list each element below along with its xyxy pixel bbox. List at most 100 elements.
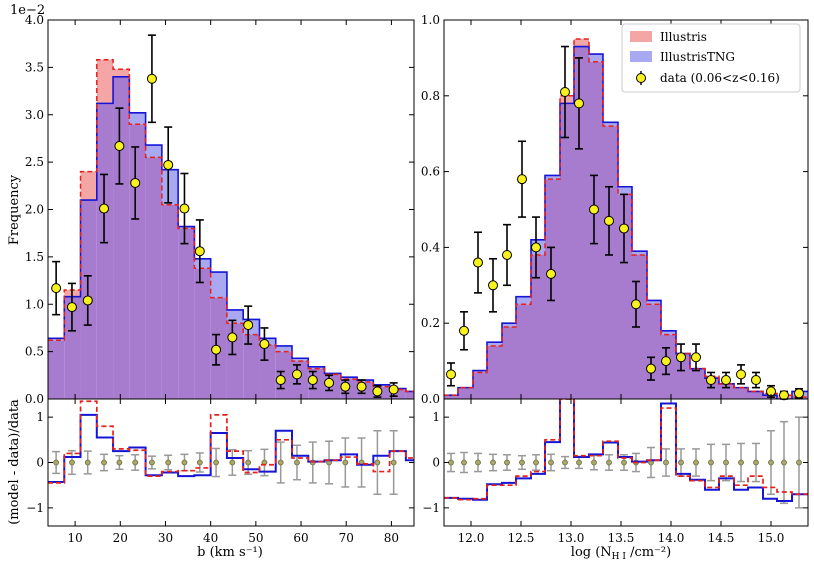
data-point (66, 302, 77, 313)
data-point (646, 363, 656, 374)
resid-group (444, 399, 808, 509)
bar-tng (487, 342, 502, 346)
x-tick-label: 15.0 (758, 531, 785, 545)
data-point (51, 283, 62, 294)
data-point (546, 268, 556, 279)
resid-line-illustris (444, 399, 808, 501)
resid-point (490, 459, 496, 466)
resid-point (213, 459, 219, 466)
bar-overlap (145, 157, 162, 399)
data-point (560, 87, 570, 98)
y-axis-label-residual: (model - data)/data (7, 399, 22, 525)
bar-tng (161, 169, 179, 205)
resid-point (723, 459, 729, 466)
data-point (779, 390, 789, 401)
resid-line-tng (48, 413, 414, 484)
y-tick-label: 0.5 (25, 345, 44, 359)
resid-point (448, 459, 454, 466)
data-point (502, 249, 512, 260)
bar-tng (292, 358, 309, 362)
resid-line-illustris (48, 400, 414, 484)
resid-point (708, 459, 714, 466)
x-tick-label: 14.5 (708, 531, 735, 545)
bar-overlap (405, 391, 414, 399)
resid-point (149, 459, 155, 466)
bar-overlap (444, 395, 458, 399)
bar-overlap (502, 326, 516, 399)
y-tick-label: 2.5 (25, 155, 44, 169)
bar-illustris (80, 171, 97, 201)
data-point (488, 280, 498, 291)
data-point (706, 375, 716, 386)
legend-swatch-illustris (630, 31, 652, 42)
data-point (619, 223, 629, 234)
data-point (721, 375, 731, 386)
bar-overlap (178, 228, 195, 399)
bar-tng (178, 226, 195, 229)
y-tick-label: 3.5 (25, 60, 44, 74)
bar-tng (308, 366, 325, 369)
resid-point (229, 459, 236, 466)
data-point (82, 295, 93, 306)
bar-tng (194, 258, 211, 269)
resid-y-tick-label: 0 (432, 456, 440, 470)
x-tick-label: 10 (67, 531, 82, 545)
bar-tng (357, 380, 374, 382)
bar-tng (275, 345, 292, 352)
data-point (691, 352, 701, 363)
resid-point (390, 459, 397, 466)
bar-tng (210, 272, 227, 298)
data-point (388, 384, 399, 395)
resid-point (132, 459, 139, 466)
bar-overlap (603, 126, 618, 399)
data-point (324, 377, 335, 388)
bar-tng (589, 54, 603, 62)
bar-overlap (748, 391, 763, 399)
resid-point (519, 459, 525, 466)
bar-overlap (259, 344, 276, 399)
x-tick-label: 80 (384, 531, 399, 545)
resid-point (576, 459, 582, 466)
bar-overlap (516, 304, 531, 399)
resid-y-tick-label: −1 (422, 501, 440, 515)
resid-point (504, 459, 510, 466)
bar-overlap (243, 334, 260, 399)
x-tick-label: 14.0 (658, 531, 685, 545)
bar-overlap (458, 387, 473, 399)
x-axis-label-nhi: log (NH I /cm⁻²) (571, 545, 671, 562)
data-point (459, 325, 469, 336)
y-tick-label: 1.0 (421, 13, 440, 27)
x-axis-label-nhi-head: log (N (571, 545, 612, 560)
legend: Illustris IllustrisTNG data (0.06<z<0.16… (621, 23, 801, 93)
resid-y-tick-label: 0 (36, 456, 44, 470)
panel-nhi-histogram: 0.0 0.2 0.4 0.6 0.8 1.0 (421, 13, 809, 526)
bar-illustris (560, 95, 574, 104)
x-tick-label: 70 (339, 531, 354, 545)
resid-point (69, 459, 75, 466)
data-point (446, 369, 456, 380)
y-tick-label: 0.8 (421, 89, 440, 103)
step-line-tng (444, 45, 808, 399)
resid-point (621, 459, 627, 466)
x-axis-label-b: b (km s⁻¹) (197, 545, 263, 560)
resid-point (53, 459, 60, 466)
bar-overlap (113, 76, 130, 399)
x-tick-label: 60 (293, 531, 308, 545)
legend-swatch-tng (630, 51, 652, 62)
legend-label-illustris: Illustris (660, 30, 707, 44)
x-tick-label: 13.5 (608, 531, 635, 545)
data-point (227, 332, 238, 343)
bar-tng (545, 175, 560, 180)
data-point (356, 381, 367, 392)
bar-illustris (96, 59, 114, 104)
data-point (736, 369, 746, 380)
bar-overlap (275, 351, 292, 399)
resid-point (116, 459, 123, 466)
bar-overlap (545, 179, 560, 399)
x-axis-label-nhi-tail: /cm⁻²) (626, 545, 671, 560)
bar-overlap (734, 387, 748, 399)
resid-point (181, 459, 188, 466)
resid-point (165, 459, 172, 466)
data-point (130, 177, 141, 188)
y-tick-label: 0.4 (421, 240, 440, 254)
